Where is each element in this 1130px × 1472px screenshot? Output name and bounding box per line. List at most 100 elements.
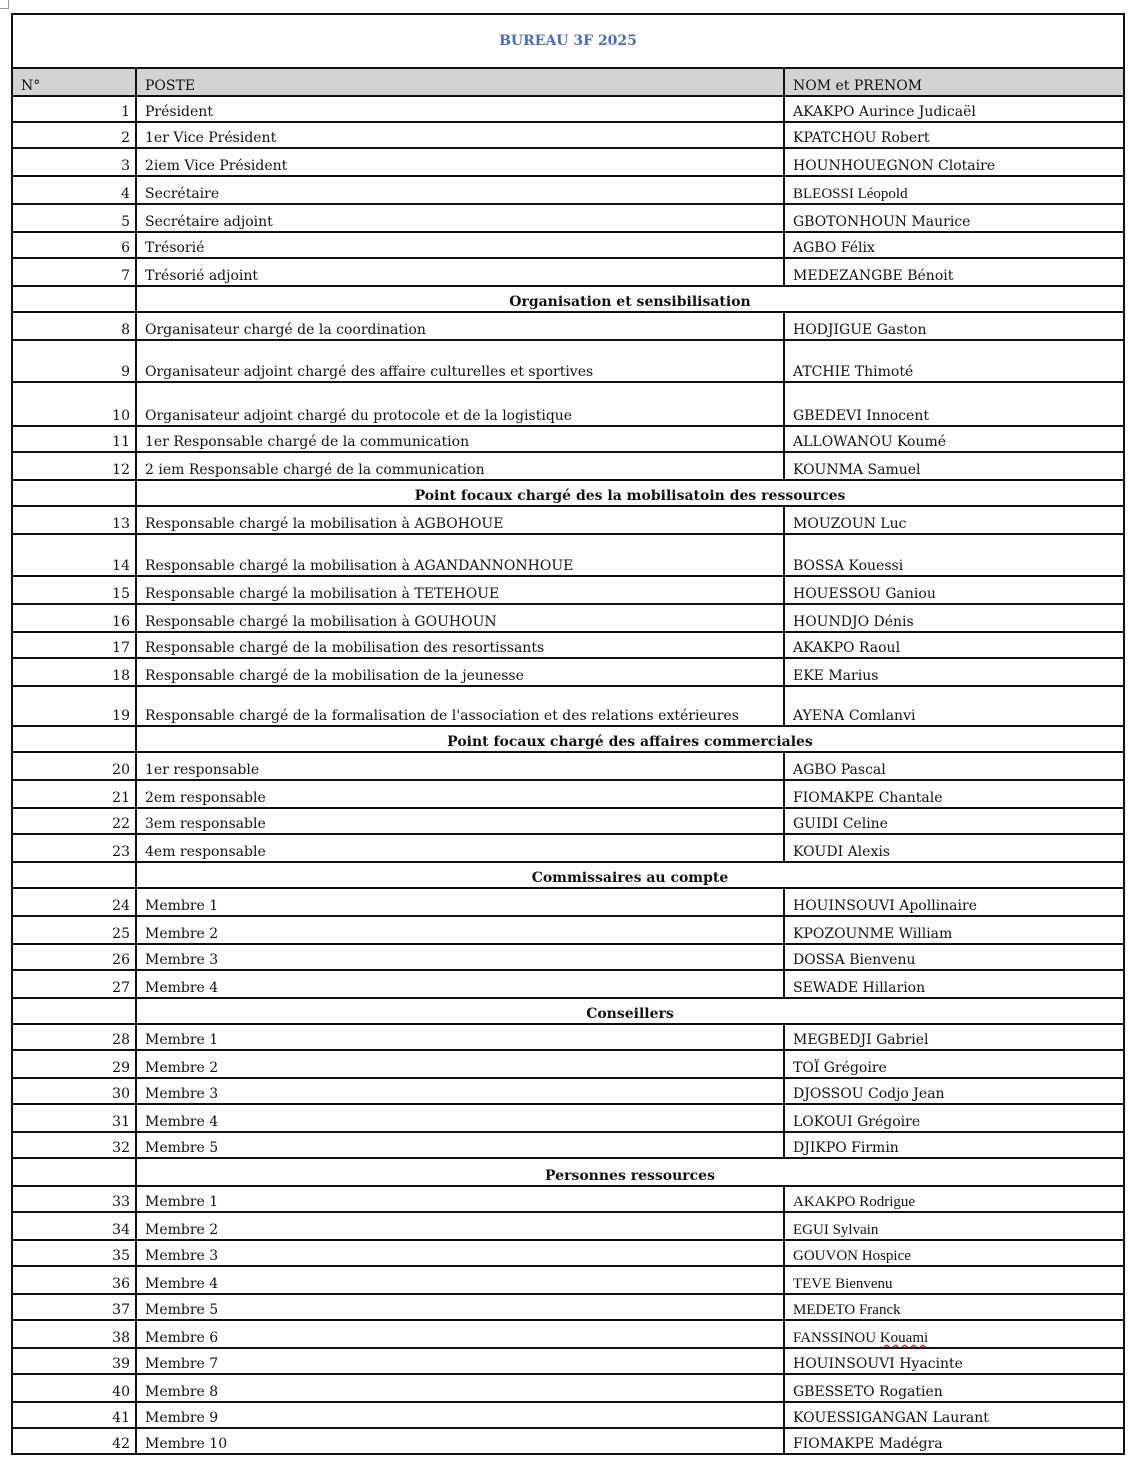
member-name: HOUNDJO Dénis (793, 614, 914, 630)
poste-cell: Membre 8 (135, 1373, 785, 1403)
row-number: 41 (11, 1401, 137, 1429)
nom-cell: FIOMAKPE Chantale (783, 779, 1125, 809)
row-number: 19 (11, 685, 137, 727)
row-number: 37 (11, 1293, 137, 1321)
table-row: 25 Membre 2 KPOZOUNME William (11, 915, 1125, 945)
member-name: SEWADE Hillarion (793, 980, 926, 996)
member-name: MEDEZANGBE Bénoit (793, 268, 954, 284)
member-name: LOKOUI Grégoire (793, 1114, 921, 1130)
table-row: 20 1er responsable AGBO Pascal (11, 751, 1125, 781)
document-title: BUREAU 3F 2025 (11, 13, 1125, 69)
nom-cell: GBESSETO Rogatien (783, 1373, 1125, 1403)
nom-cell: DJIKPO Firmin (783, 1131, 1125, 1159)
nom-cell: KOUESSIGANGAN Laurant (783, 1401, 1125, 1429)
table-row: 14 Responsable chargé la mobilisation à A… (11, 533, 1125, 577)
member-name: HOUESSOU Ganiou (793, 586, 936, 602)
poste-cell: Responsable chargé la mobilisation à GOU… (135, 603, 785, 633)
row-number: 28 (11, 1023, 137, 1051)
table-row: 19 Responsable chargé de la formalisation… (11, 685, 1125, 727)
table-row: 13 Responsable chargé la mobilisation à A… (11, 505, 1125, 535)
member-name: HOUNHOUEGNON Clotaire (793, 158, 996, 174)
section-row: Organisation et sensibilisation (11, 285, 1125, 313)
spellcheck-flagged-word[interactable]: Kouami (879, 1330, 929, 1346)
table-row: 7 Trésorié adjoint MEDEZANGBE Bénoit (11, 257, 1125, 287)
row-number: 32 (11, 1131, 137, 1159)
nom-cell: HOUNDJO Dénis (783, 603, 1125, 633)
section-title: Commissaires au compte (135, 861, 1125, 889)
poste-cell: Responsable chargé de la mobilisation de… (135, 657, 785, 687)
row-number: 21 (11, 779, 137, 809)
poste-cell: 2iem Vice Président (135, 147, 785, 177)
member-name: DJOSSOU Codjo Jean (793, 1086, 945, 1102)
table-row: 36 Membre 4 TEVE Bienvenu (11, 1265, 1125, 1295)
table-row: 35 Membre 3 GOUVON Hospice (11, 1239, 1125, 1267)
poste-cell: Président (135, 95, 785, 123)
table-row: 34 Membre 2 EGUI Sylvain (11, 1211, 1125, 1241)
row-number: 18 (11, 657, 137, 687)
nom-cell: MOUZOUN Luc (783, 505, 1125, 535)
table-row: 38 Membre 6 FANSSINOU Kouami (11, 1319, 1125, 1349)
header-num: N° (11, 67, 137, 97)
member-name: EGUI Sylvain (793, 1222, 879, 1238)
nom-cell: GBEDEVI Innocent (783, 381, 1125, 427)
table-row: 29 Membre 2 TOÏ Grégoire (11, 1049, 1125, 1079)
nom-cell: HOUINSOUVI Apollinaire (783, 887, 1125, 917)
row-number: 33 (11, 1185, 137, 1213)
member-name: FANSSINOU (793, 1330, 877, 1346)
nom-cell: LOKOUI Grégoire (783, 1103, 1125, 1133)
poste-cell: Trésorié adjoint (135, 257, 785, 287)
section-num-cell (11, 479, 137, 507)
table-row: 3 2iem Vice Président HOUNHOUEGNON Clotair… (11, 147, 1125, 177)
nom-cell: TOÏ Grégoire (783, 1049, 1125, 1079)
poste-cell: Responsable chargé la mobilisation à TET… (135, 575, 785, 605)
section-title: Point focaux chargé des affaires commerc… (135, 725, 1125, 753)
row-number: 40 (11, 1373, 137, 1403)
poste-cell: Membre 4 (135, 1265, 785, 1295)
poste-cell: Responsable chargé de la formalisation d… (135, 685, 785, 727)
row-number: 4 (11, 175, 137, 205)
member-name: GBOTONHOUN Maurice (793, 214, 971, 230)
table-row: 27 Membre 4 SEWADE Hillarion (11, 969, 1125, 999)
poste-cell: 3em responsable (135, 807, 785, 835)
table-row: 33 Membre 1 AKAKPO Rodrigue (11, 1185, 1125, 1213)
nom-cell: HOUNHOUEGNON Clotaire (783, 147, 1125, 177)
table-row: 41 Membre 9 KOUESSIGANGAN Laurant (11, 1401, 1125, 1429)
member-name: GOUVON Hospice (793, 1248, 911, 1264)
poste-cell: Secrétaire (135, 175, 785, 205)
member-name: FIOMAKPE Madégra (793, 1436, 943, 1452)
nom-cell: AKAKPO Aurince Judicaël (783, 95, 1125, 123)
row-number: 5 (11, 203, 137, 233)
table-row: 31 Membre 4 LOKOUI Grégoire (11, 1103, 1125, 1133)
row-number: 26 (11, 943, 137, 971)
poste-cell: Membre 5 (135, 1293, 785, 1321)
poste-cell: Membre 4 (135, 969, 785, 999)
poste-cell: Membre 2 (135, 1211, 785, 1241)
row-number: 13 (11, 505, 137, 535)
row-number: 34 (11, 1211, 137, 1241)
nom-cell: DJOSSOU Codjo Jean (783, 1077, 1125, 1105)
poste-cell: Organisateur adjoint chargé des affaire … (135, 339, 785, 383)
nom-cell: EKE Marius (783, 657, 1125, 687)
poste-cell: Trésorié (135, 231, 785, 259)
nom-cell: AKAKPO Raoul (783, 631, 1125, 659)
table-row: 2 1er Vice Président KPATCHOU Robert (11, 121, 1125, 149)
table-row: 23 4em responsable KOUDI Alexis (11, 833, 1125, 863)
row-number: 27 (11, 969, 137, 999)
section-title: Organisation et sensibilisation (135, 285, 1125, 313)
row-number: 15 (11, 575, 137, 605)
section-num-cell (11, 997, 137, 1025)
poste-cell: Responsable chargé de la mobilisation de… (135, 631, 785, 659)
row-number: 38 (11, 1319, 137, 1349)
nom-cell: TEVE Bienvenu (783, 1265, 1125, 1295)
poste-cell: Membre 5 (135, 1131, 785, 1159)
section-num-cell (11, 725, 137, 753)
row-number: 2 (11, 121, 137, 149)
nom-cell: KOUNMA Samuel (783, 451, 1125, 481)
nom-cell: KPOZOUNME William (783, 915, 1125, 945)
row-number: 12 (11, 451, 137, 481)
table-row: 26 Membre 3 DOSSA Bienvenu (11, 943, 1125, 971)
table-row: 18 Responsable chargé de la mobilisation … (11, 657, 1125, 687)
nom-cell: GUIDI Celine (783, 807, 1125, 835)
member-name: GUIDI Celine (793, 816, 888, 832)
row-number: 31 (11, 1103, 137, 1133)
